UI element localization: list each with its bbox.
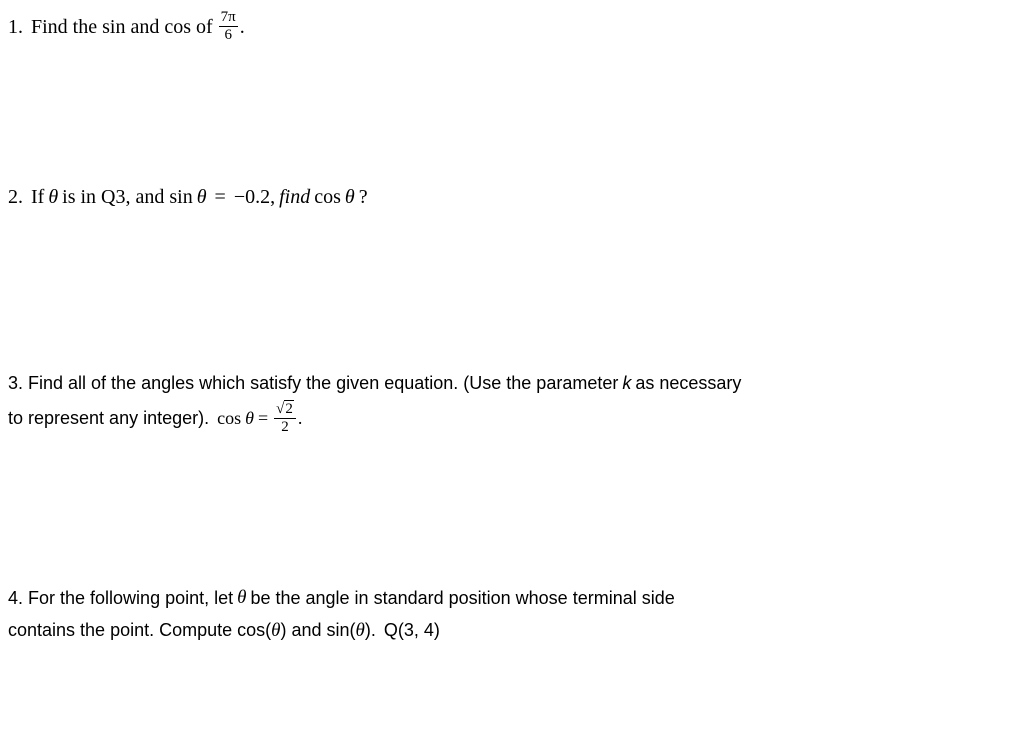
theta-symbol: θ (237, 585, 246, 612)
problem-4-line1-a: 4. For the following point, let (8, 586, 233, 611)
radicand: 2 (284, 400, 294, 417)
problem-4: 4. For the following point, let θ be the… (8, 585, 1016, 644)
problem-3-tail: . (298, 406, 303, 431)
problem-4-line2-b: ) and sin( (281, 618, 356, 643)
parameter-k: k (622, 371, 631, 396)
theta-symbol: θ (356, 618, 365, 645)
fraction-sqrt2-over-2: 2 2 (274, 402, 296, 435)
problem-3-line1: 3. Find all of the angles which satisfy … (8, 371, 1016, 396)
problem-1-lead: Find the sin and cos of (31, 13, 213, 41)
problem-1-tail: . (240, 13, 245, 41)
problem-4-line2-c: ). (365, 618, 376, 643)
fraction-denominator: 2 (281, 419, 289, 435)
problem-4-line1-b: be the angle in standard position whose … (250, 586, 674, 611)
theta-symbol: θ (271, 618, 280, 645)
problem-3-line1-tail: as necessary (635, 371, 741, 396)
problem-4-line2-a: contains the point. Compute cos( (8, 618, 271, 643)
problem-1: 1. Find the sin and cos of 7π 6 . (8, 10, 1016, 43)
problem-3: 3. Find all of the angles which satisfy … (8, 371, 1016, 435)
sqrt-icon: 2 (276, 402, 294, 417)
theta-symbol: θ (197, 183, 207, 211)
problem-4-line1: 4. For the following point, let θ be the… (8, 585, 1016, 612)
cos-label: cos (314, 183, 341, 211)
problem-1-text: 1. Find the sin and cos of 7π 6 . (8, 10, 1016, 43)
cos-label: cos (217, 406, 241, 431)
question-mark: ? (359, 183, 368, 211)
fraction-numerator: 2 (274, 402, 296, 419)
problem-1-number: 1. (8, 13, 23, 41)
problem-2: 2. If θ is in Q3, and sin θ = −0.2, find… (8, 183, 1016, 211)
theta-symbol: θ (48, 183, 58, 211)
problem-3-line2: to represent any integer). cos θ = 2 2 . (8, 402, 1016, 435)
theta-symbol: θ (245, 406, 254, 431)
equals-sign: = (215, 183, 226, 211)
fraction-numerator: 7π (219, 10, 238, 27)
fraction-denominator: 6 (224, 27, 232, 43)
problem-4-point: Q(3, 4) (384, 618, 440, 643)
problem-2-number: 2. (8, 183, 23, 211)
equals-sign: = (258, 406, 268, 431)
problem-3-line2-a: to represent any integer). (8, 406, 209, 431)
fraction-7pi-over-6: 7π 6 (219, 10, 238, 43)
problem-4-line2: contains the point. Compute cos( θ ) and… (8, 618, 1016, 645)
problem-2-text: 2. If θ is in Q3, and sin θ = −0.2, find… (8, 183, 1016, 211)
find-word: find (279, 183, 310, 211)
problem-2-value: −0.2, (234, 183, 275, 211)
problem-3-line1-a: 3. Find all of the angles which satisfy … (8, 371, 618, 396)
theta-symbol: θ (345, 183, 355, 211)
problem-2-if: If (31, 183, 44, 211)
problem-2-mid: is in Q3, and sin (62, 183, 193, 211)
